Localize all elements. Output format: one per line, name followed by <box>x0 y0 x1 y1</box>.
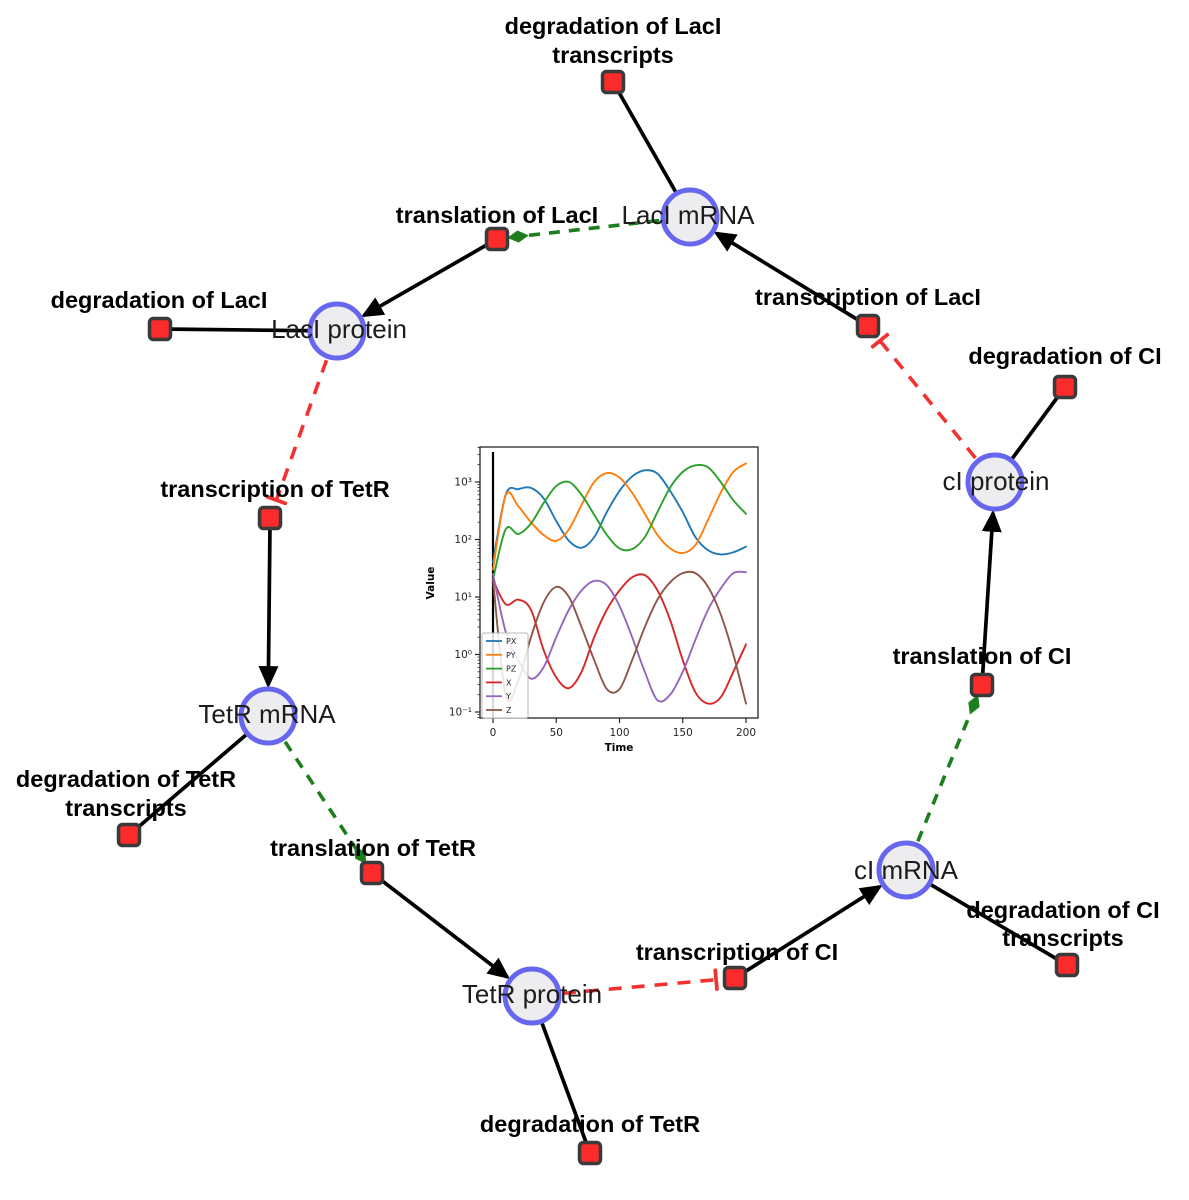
reaction-label-degradation-of-tetr-transcripts-1: degradation of TetR <box>16 766 236 792</box>
edge-tetr-protein-inhibits-transcription-ci <box>562 968 719 996</box>
edge-transcription-laci-to-laci-mrna <box>713 231 869 328</box>
x-tick-label: 100 <box>609 727 629 739</box>
species-node-laci-protein[interactable] <box>307 301 367 361</box>
reaction-label-degradation-of-ci: degradation of CI <box>968 343 1161 369</box>
reaction-node-degradation-of-ci[interactable] <box>1052 374 1078 400</box>
reaction-node-translation-of-tetr[interactable] <box>359 860 385 886</box>
reaction-nodes <box>116 69 1080 1166</box>
y-tick-label: 10³ <box>454 477 472 489</box>
y-tick-label: 10¹ <box>454 592 472 604</box>
edge-transcription-ci-to-ci-mrna <box>734 884 883 980</box>
series-line-py <box>492 462 747 571</box>
legend-label-y: Y <box>505 692 511 701</box>
reaction-label-transcription-of-laci: transcription of LacI <box>755 284 981 310</box>
plot-series <box>492 462 747 705</box>
reaction-node-degradation-of-ci-transcripts[interactable] <box>1054 952 1080 978</box>
y-tick-label: 10² <box>454 534 472 546</box>
modifier-edges <box>283 218 980 865</box>
edge-laci-protein-to-degradation <box>159 327 338 333</box>
reaction-label-transcription-of-ci: transcription of CI <box>636 939 838 965</box>
reaction-node-transcription-of-ci[interactable] <box>722 965 748 991</box>
series-line-z <box>492 570 747 705</box>
series-line-x <box>492 573 747 705</box>
reaction-node-degradation-of-tetr[interactable] <box>577 1140 603 1166</box>
reaction-label-translation-of-laci: translation of LacI <box>396 202 598 228</box>
legend-label-px: PX <box>506 637 517 646</box>
x-axis-label: Time <box>605 742 634 754</box>
production-edges <box>258 231 1002 980</box>
reaction-node-translation-of-ci[interactable] <box>969 672 995 698</box>
x-tick-label: 0 <box>490 727 497 739</box>
inhibition-edges <box>265 332 977 996</box>
legend-label-pz: PZ <box>506 665 517 674</box>
species-node-tetr-mrna[interactable] <box>238 686 298 746</box>
species-node-laci-mrna[interactable] <box>660 187 720 247</box>
species-nodes <box>238 187 1025 1026</box>
edge-laci-mrna-modifies-translation <box>507 218 660 243</box>
reaction-node-translation-of-laci[interactable] <box>484 226 510 252</box>
reaction-label-degradation-of-ci-transcripts-2: transcripts <box>1002 925 1123 951</box>
species-label-laci-protein: LacI protein <box>271 314 407 344</box>
edge-translation-tetr-to-tetr-protein <box>370 871 511 980</box>
reaction-node-transcription-of-tetr[interactable] <box>257 505 283 531</box>
legend-label-x: X <box>506 678 512 687</box>
edge-transcription-tetr-to-tetr-mrna <box>258 523 279 689</box>
legend-label-z: Z <box>506 706 512 715</box>
species-node-tetr-protein[interactable] <box>502 966 562 1026</box>
series-line-px <box>492 469 747 564</box>
edge-translation-ci-to-ci-protein <box>980 509 1002 686</box>
edge-tetr-mrna-to-degradation-transcripts <box>127 714 270 837</box>
reaction-node-degradation-of-tetr-transcripts[interactable] <box>116 822 142 848</box>
reaction-label-translation-of-ci: translation of CI <box>893 643 1072 669</box>
reaction-label-translation-of-tetr: translation of TetR <box>270 835 476 861</box>
legend-box <box>481 632 529 719</box>
reaction-label-transcription-of-tetr: transcription of TetR <box>160 476 389 502</box>
legend-label-py: PY <box>506 651 516 660</box>
reaction-label-degradation-of-ci-transcripts-1: degradation of CI <box>966 897 1159 923</box>
species-label-tetr-protein: TetR protein <box>462 979 602 1009</box>
reaction-label-degradation-of-laci-transcripts-2: transcripts <box>552 42 673 68</box>
reaction-labels: degradation of LacI transcripts translat… <box>16 13 1162 1137</box>
species-label-ci-protein: cI protein <box>943 466 1050 496</box>
species-label-laci-mrna: LacI mRNA <box>622 200 756 230</box>
simulation-plot: 0 50 100 150 200 10³ 10² 10¹ 10⁰ 10⁻¹ Time Value PX P… <box>425 446 759 754</box>
edge-laci-protein-inhibits-transcription-tetr <box>265 359 329 506</box>
reaction-label-degradation-of-laci: degradation of LacI <box>51 287 268 313</box>
species-label-ci-mrna: cI mRNA <box>854 855 959 885</box>
species-node-ci-protein[interactable] <box>965 452 1025 512</box>
edge-ci-protein-inhibits-transcription-laci <box>870 332 977 460</box>
reaction-label-degradation-of-laci-transcripts-1: degradation of LacI <box>505 13 722 39</box>
reaction-node-transcription-of-laci[interactable] <box>855 313 881 339</box>
x-tick-label: 150 <box>673 727 693 739</box>
reaction-node-degradation-of-laci[interactable] <box>147 316 173 342</box>
edge-ci-mrna-modifies-translation <box>916 694 980 842</box>
y-axis-label: Value <box>425 567 437 600</box>
edge-tetr-mrna-modifies-translation <box>283 740 367 865</box>
x-tick-label: 50 <box>550 727 563 739</box>
y-tick-label: 10⁰ <box>454 649 472 661</box>
series-line-y <box>492 570 747 703</box>
reaction-node-degradation-of-laci-transcripts[interactable] <box>600 69 626 95</box>
series-line-pz <box>492 463 747 581</box>
species-node-ci-mrna[interactable] <box>876 840 936 900</box>
reaction-label-degradation-of-tetr: degradation of TetR <box>480 1111 700 1137</box>
species-label-tetr-mrna: TetR mRNA <box>198 699 336 729</box>
edge-ci-mrna-to-degradation-transcripts <box>905 868 1068 967</box>
edge-translation-laci-to-laci-protein <box>361 237 498 318</box>
x-tick-label: 200 <box>736 727 756 739</box>
reaction-label-degradation-of-tetr-transcripts-2: transcripts <box>65 795 186 821</box>
y-tick-label: 10⁻¹ <box>449 707 472 719</box>
species-labels: LacI mRNA LacI protein TetR mRNA TetR pr… <box>198 200 1049 1009</box>
